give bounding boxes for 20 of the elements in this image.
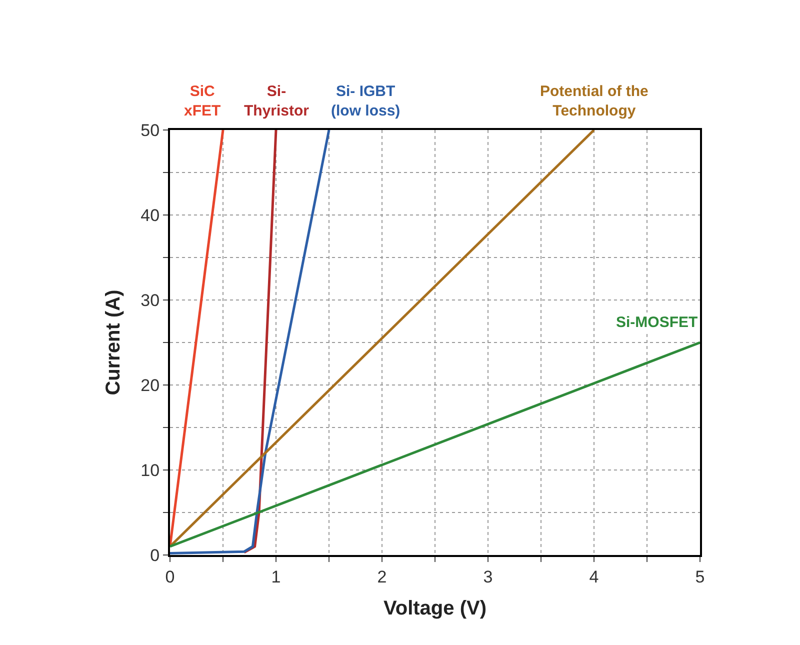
y-tick-label: 0 (150, 546, 160, 565)
y-tick-label: 50 (140, 120, 160, 140)
series-label: Si- Thyristor (244, 83, 310, 120)
x-tick-label: 2 (377, 567, 387, 586)
y-tick-label: 10 (140, 460, 160, 480)
x-tick-label: 4 (589, 567, 599, 586)
x-tick-label: 5 (695, 567, 705, 586)
x-axis-title: Voltage (V) (384, 597, 486, 620)
x-tick-label: 3 (483, 567, 493, 586)
y-axis-title: Current (A) (102, 290, 125, 396)
y-tick-label: 30 (140, 290, 160, 310)
series-label: Potential of the Technology (540, 83, 648, 120)
series-label: SiC xFET (184, 83, 221, 120)
series-label: Si-MOSFET (616, 314, 698, 331)
line-series (170, 130, 330, 555)
x-tick-label: 0 (165, 567, 175, 586)
series-label: Si- IGBT (low loss) (331, 83, 400, 120)
x-tick-label: 1 (271, 567, 281, 586)
y-tick-label: 20 (140, 376, 160, 395)
y-tick-label: 40 (140, 206, 160, 225)
